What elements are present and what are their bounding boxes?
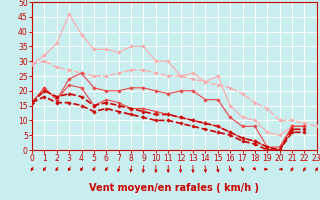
X-axis label: Vent moyen/en rafales ( km/h ): Vent moyen/en rafales ( km/h ) (89, 183, 260, 193)
